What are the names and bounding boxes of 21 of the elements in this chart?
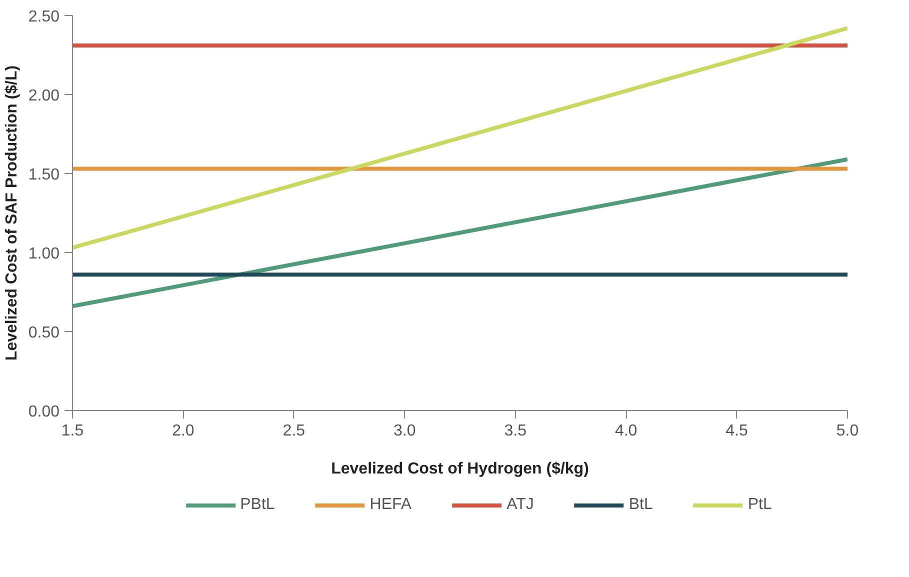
x-tick-label: 4.5 [726,422,748,440]
y-axis-title: Levelized Cost of SAF Production ($/L) [3,65,20,361]
x-tick-label: 3.0 [394,422,416,440]
legend-label: HEFA [370,496,412,514]
y-tick-label: 2.00 [28,88,60,104]
y-tick-label: 0.50 [28,324,60,342]
legend-label: PBtL [240,496,275,514]
legend-label: BtL [628,496,653,514]
y-tick-label: 2.50 [28,8,60,26]
x-axis-title: Levelized Cost of Hydrogen ($/kg) [331,460,589,478]
x-tick-label: 1.5 [61,422,84,440]
legend-label: PtL [748,496,772,514]
legend-label: ATJ [506,496,534,514]
x-tick-label: 4.0 [614,422,638,440]
y-tick-label: 0.00 [28,404,60,420]
x-tick-label: 2.0 [172,422,194,440]
x-tick-label: 3.5 [504,422,527,440]
x-tick-label: 2.5 [282,422,306,440]
y-tick-label: 1.00 [28,246,60,262]
x-tick-label: 5.0 [836,422,859,440]
y-tick-label: 1.50 [28,166,60,184]
